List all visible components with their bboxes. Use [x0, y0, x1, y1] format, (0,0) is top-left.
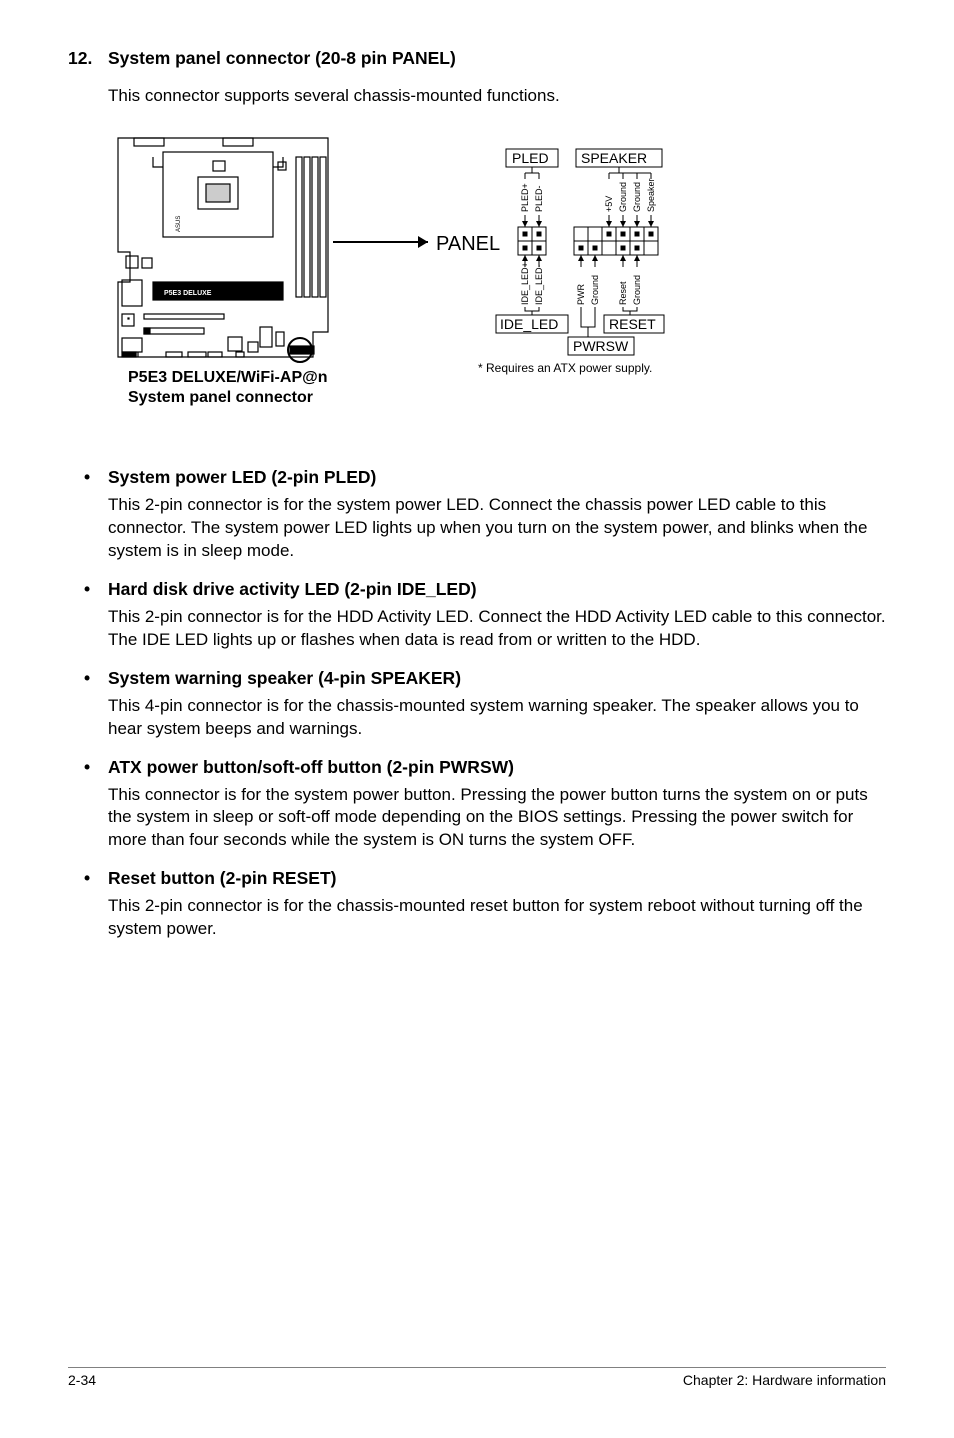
reset-box: RESET	[609, 316, 656, 332]
chapter-label: Chapter 2: Hardware information	[683, 1372, 886, 1388]
panel-label: PANEL	[436, 233, 500, 255]
bullet-body: This 2-pin connector is for the chassis-…	[108, 895, 886, 941]
pled-box: PLED	[512, 150, 549, 166]
bullet-dot: •	[84, 579, 108, 600]
bullet-title: System power LED (2-pin PLED)	[108, 467, 376, 488]
bullet-heading: • System power LED (2-pin PLED)	[84, 467, 886, 488]
pin-top-0: PLED+	[520, 183, 530, 212]
ide-led-box: IDE_LED	[500, 316, 558, 332]
board-label: P5E3 DELUXE	[164, 290, 212, 297]
diagram: P5E3 DELUXE ASUS PANEL	[108, 132, 886, 427]
bullet-title: System warning speaker (4-pin SPEAKER)	[108, 668, 461, 689]
bullet-heading: • ATX power button/soft-off button (2-pi…	[84, 757, 886, 778]
section-number: 12.	[68, 48, 108, 69]
pin-top-3: Ground	[618, 182, 628, 212]
bullet-heading: • Reset button (2-pin RESET)	[84, 868, 886, 889]
bullet-heading: • Hard disk drive activity LED (2-pin ID…	[84, 579, 886, 600]
pin-bot-1: IDE_LED-	[534, 264, 544, 305]
bullet-body: This connector is for the system power b…	[108, 784, 886, 853]
diagram-caption1: P5E3 DELUXE/WiFi-AP@n	[128, 369, 327, 386]
pin-top-5: Speaker	[646, 178, 656, 212]
pin-top-1: PLED-	[534, 185, 544, 212]
section-title: System panel connector (20-8 pin PANEL)	[108, 48, 456, 69]
bullet-heading: • System warning speaker (4-pin SPEAKER)	[84, 668, 886, 689]
page-footer: 2-34 Chapter 2: Hardware information	[68, 1367, 886, 1388]
bullet-dot: •	[84, 467, 108, 488]
bullet-body: This 2-pin connector is for the system p…	[108, 494, 886, 563]
bullet-title: Hard disk drive activity LED (2-pin IDE_…	[108, 579, 477, 600]
pin-top-2: +5V	[604, 196, 614, 212]
diagram-note: * Requires an ATX power supply.	[478, 361, 652, 375]
pin-bot-0: IDE_LED+	[520, 262, 530, 305]
bullet-body: This 2-pin connector is for the HDD Acti…	[108, 606, 886, 652]
pin-bot-4: Reset	[618, 281, 628, 305]
pin-bot-3: Ground	[590, 275, 600, 305]
diagram-caption2: System panel connector	[128, 389, 313, 406]
svg-text:ASUS: ASUS	[176, 216, 182, 232]
bullet-dot: •	[84, 757, 108, 778]
intro-text: This connector supports several chassis-…	[108, 85, 886, 108]
bullet-body: This 4-pin connector is for the chassis-…	[108, 695, 886, 741]
pwrsw-box: PWRSW	[573, 338, 629, 354]
bullet-title: Reset button (2-pin RESET)	[108, 868, 336, 889]
bullet-title: ATX power button/soft-off button (2-pin …	[108, 757, 514, 778]
section-heading: 12. System panel connector (20-8 pin PAN…	[68, 48, 886, 69]
bullet-dot: •	[84, 868, 108, 889]
pin-top-4: Ground	[632, 182, 642, 212]
speaker-box: SPEAKER	[581, 150, 647, 166]
pin-bot-5: Ground	[632, 275, 642, 305]
pin-bot-2: PWR	[576, 283, 586, 304]
bullet-dot: •	[84, 668, 108, 689]
page-number: 2-34	[68, 1372, 96, 1388]
